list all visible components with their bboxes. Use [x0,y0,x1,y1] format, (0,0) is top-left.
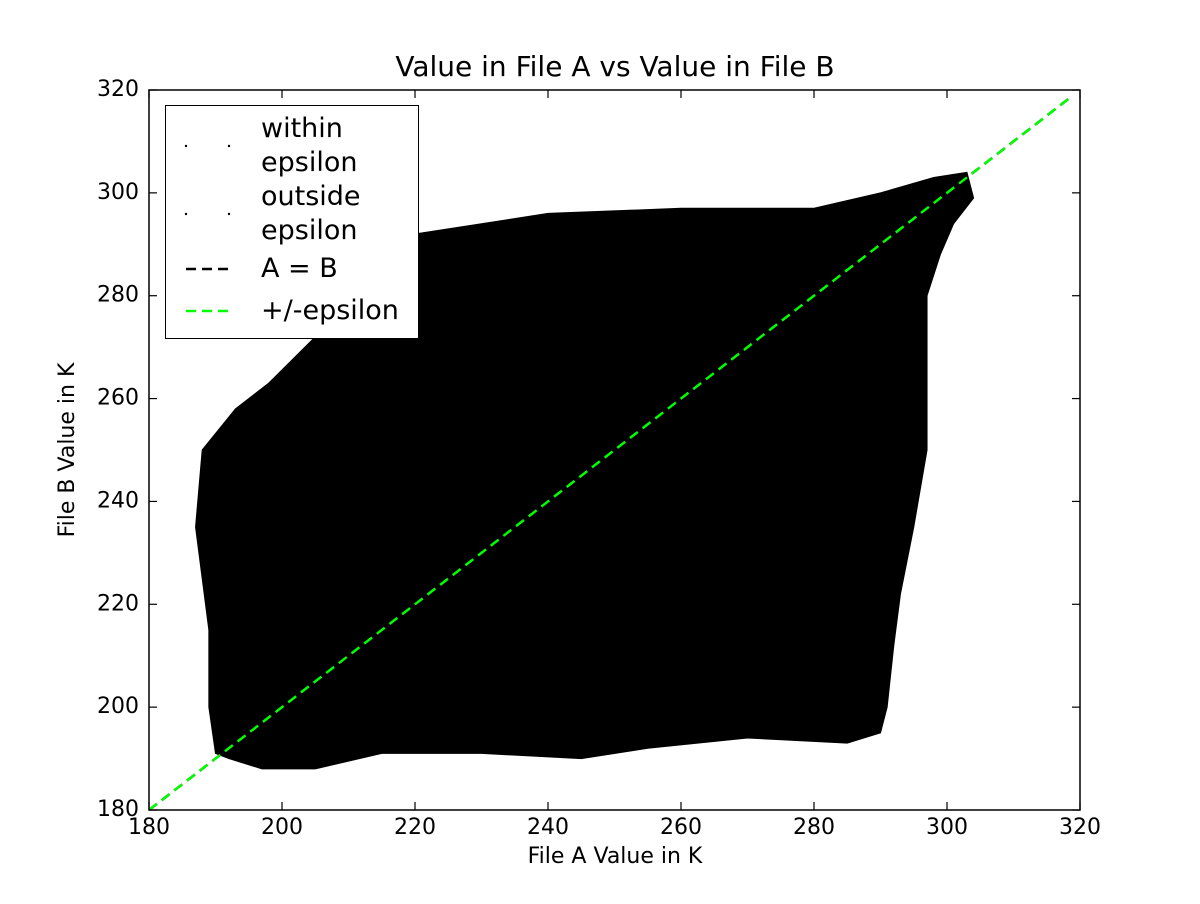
legend-label: +/-epsilon [261,295,399,326]
x-tick-label: 280 [793,815,835,840]
plot-frame [148,89,1081,811]
y-axis-label: File B Value in K [55,362,80,537]
y-tick-label: 300 [97,180,139,205]
legend-label: outside epsilon [261,181,361,246]
legend-entry: outside epsilon [166,180,418,248]
legend-key [186,309,232,313]
legend-entry: within epsilon [166,112,418,180]
y-tick-label: 220 [97,591,139,616]
chart-title: Value in File A vs Value in File B [395,50,834,83]
x-tick-label: 200 [261,815,303,840]
legend-marker [184,144,188,148]
x-tick-label: 220 [394,815,436,840]
legend-key [184,212,231,216]
x-tick-label: 260 [660,815,702,840]
legend-marker [227,144,231,148]
x-axis-label: File A Value in K [528,844,703,869]
x-tick-label: 180 [128,815,170,840]
legend-label: A = B [261,253,338,284]
y-tick-label: 240 [97,488,139,513]
y-tick-label: 280 [97,283,139,308]
legend-key [186,267,232,271]
y-tick-label: 260 [97,386,139,411]
y-tick-label: 180 [97,797,139,822]
series-line [149,96,1071,810]
x-tick-label: 300 [926,815,968,840]
legend-entry: +/-epsilon [166,290,418,332]
legend-key [184,144,231,148]
y-tick-label: 200 [97,694,139,719]
legend-marker [227,212,231,216]
legend: within epsilon outside epsilon A = B +/-eps… [165,105,419,339]
legend-entry: A = B [166,248,418,290]
legend-label: within epsilon [261,113,358,178]
x-tick-label: 240 [527,815,569,840]
x-tick-label: 320 [1059,815,1101,840]
y-tick-label: 320 [97,77,139,102]
legend-marker [184,212,188,216]
